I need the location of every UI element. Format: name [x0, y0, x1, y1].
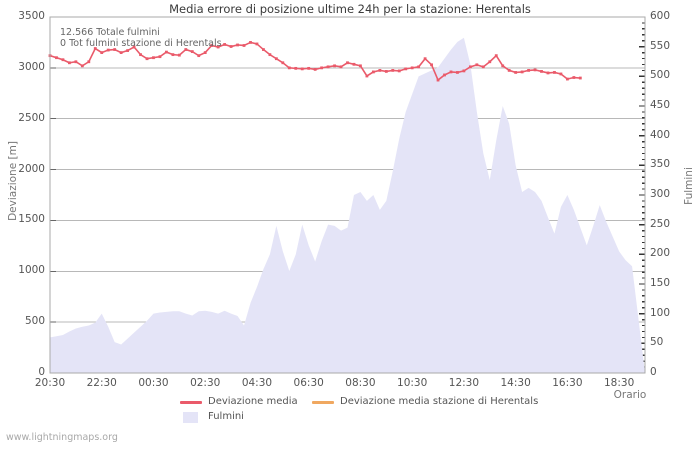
y-axis-right-tick: 300	[650, 188, 671, 200]
lightning-area-series	[50, 37, 645, 374]
y-axis-right-tick: 350	[650, 158, 671, 171]
legend-label[interactable]: Fulmini	[208, 411, 244, 422]
y-axis-left-tick: 2500	[18, 111, 45, 124]
y-axis-right-tick: 450	[650, 99, 671, 111]
x-axis-tick: 16:30	[552, 377, 583, 389]
y-axis-right-tick: 250	[650, 217, 671, 230]
x-axis-tick: 22:30	[86, 377, 117, 389]
y-axis-right-tick: 600	[650, 10, 671, 22]
y-axis-left-tick: 2000	[18, 162, 45, 175]
footer-credit: www.lightningmaps.org	[6, 432, 118, 443]
x-axis-tick: 08:30	[345, 377, 376, 389]
x-axis-tick: 18:30	[603, 377, 635, 389]
y-axis-right-tick: 100	[650, 306, 671, 319]
y-axis-left-tick: 1000	[18, 264, 45, 277]
x-axis-tick: 20:30	[34, 377, 66, 389]
legend-swatch	[312, 401, 334, 404]
deviation-markers	[48, 41, 582, 82]
y-axis-right-tick: 150	[650, 277, 671, 289]
y-axis-right-tick: 200	[650, 247, 671, 260]
x-axis-label: Orario	[613, 389, 647, 401]
x-axis-tick: 02:30	[190, 377, 221, 389]
y-axis-left-tick: 3500	[18, 10, 45, 22]
x-axis-tick: 10:30	[397, 377, 428, 389]
page-title: Media errore di posizione ultime 24h per…	[169, 2, 531, 16]
y-axis-left-tick: 3000	[18, 60, 45, 73]
x-axis-tick: 04:30	[241, 377, 273, 389]
y-axis-right-tick: 550	[650, 39, 671, 52]
plot-frame	[49, 16, 646, 374]
legend-label[interactable]: Deviazione media stazione di Herentals	[340, 396, 539, 407]
y-axis-right-tick: 50	[650, 336, 664, 349]
x-axis-tick: 00:30	[138, 377, 169, 389]
legend-swatch	[180, 401, 202, 404]
y-axis-left-tick: 1500	[18, 213, 45, 226]
annotation-station-lightning: 0 Tot fulmini stazione di Herentals	[60, 38, 222, 49]
y-axis-right-tick: 500	[650, 69, 671, 82]
legend-swatch	[183, 412, 198, 423]
x-axis-tick: 14:30	[500, 377, 531, 389]
y-axis-left-tick: 500	[24, 315, 45, 328]
y-axis-right-tick: 0	[650, 366, 657, 378]
annotation-total-lightning: 12.566 Totale fulmini	[60, 27, 160, 38]
legend-label[interactable]: Deviazione media	[208, 396, 298, 407]
y-axis-left-tick: 0	[38, 366, 45, 378]
x-axis-tick: 06:30	[293, 377, 324, 389]
x-axis-tick: 12:30	[448, 377, 480, 389]
y-axis-right-tick: 400	[650, 128, 671, 141]
